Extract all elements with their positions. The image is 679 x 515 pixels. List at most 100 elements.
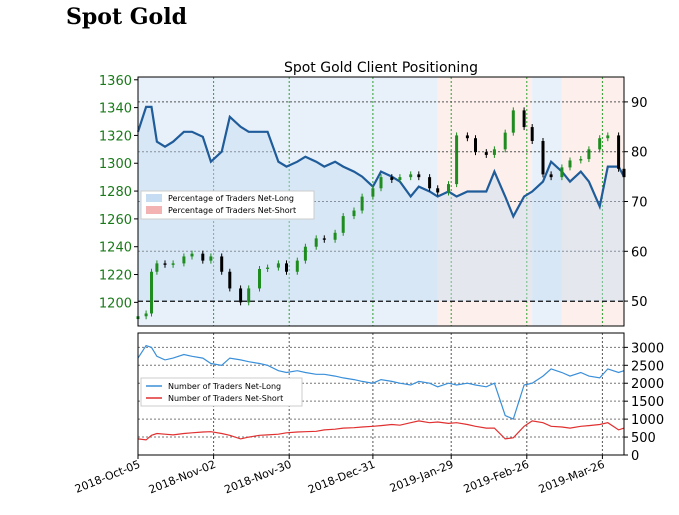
series-line-0 — [137, 344, 625, 420]
price-candle-30 — [409, 174, 413, 178]
price-candle-23 — [341, 216, 345, 233]
price-candle-29 — [398, 177, 402, 180]
left-tick-label-1: 1220 — [99, 269, 132, 284]
series-line-1 — [137, 420, 625, 441]
price-candle-40 — [503, 132, 507, 150]
bottom-right-tick-label-0: 0 — [631, 449, 639, 464]
region-net-short-1 — [437, 77, 533, 326]
price-candle-15 — [266, 267, 270, 269]
price-candle-45 — [549, 174, 553, 178]
price-candle-26 — [371, 188, 375, 197]
x-tick-label-4: 2019-Jan-29 — [388, 458, 455, 495]
price-candle-46 — [560, 167, 564, 178]
bottom-panel: Number of Traders Net-Long Number of Trad… — [73, 332, 664, 497]
chart-title: Spot Gold Client Positioning — [284, 60, 478, 76]
price-candle-38 — [484, 152, 488, 155]
left-tick-label-6: 1320 — [99, 129, 132, 144]
top-legend-swatch-0 — [146, 194, 162, 202]
x-tick-label-5: 2019-Feb-26 — [462, 458, 531, 496]
bottom-legend-label-1: Number of Traders Net-Short — [168, 394, 283, 403]
price-candle-14 — [258, 268, 261, 289]
price-candle-43 — [530, 127, 534, 141]
price-candle-49 — [587, 149, 591, 160]
left-tick-label-4: 1280 — [99, 185, 132, 200]
top-legend-swatch-1 — [146, 206, 162, 214]
right-tick-label-1: 60 — [631, 245, 648, 260]
bottom-right-tick-label-5: 2500 — [631, 359, 664, 374]
price-candle-31 — [417, 174, 421, 178]
price-candle-4 — [163, 263, 167, 265]
price-candle-36 — [465, 135, 469, 139]
top-legend-label-0: Percentage of Traders Net-Long — [168, 194, 294, 203]
price-candle-34 — [447, 184, 450, 193]
x-tick-label-1: 2018-Nov-02 — [147, 458, 218, 497]
price-candle-51 — [606, 135, 610, 139]
price-candle-1 — [144, 313, 148, 317]
price-candle-5 — [171, 263, 175, 265]
price-candle-21 — [322, 238, 326, 240]
price-candle-13 — [247, 288, 251, 303]
price-candle-7 — [190, 253, 194, 257]
price-candle-17 — [285, 263, 288, 272]
top-legend: Percentage of Traders Net-Long Percentage… — [140, 190, 315, 220]
bottom-right-tick-label-1: 500 — [631, 431, 656, 446]
left-tick-label-8: 1360 — [99, 74, 132, 89]
left-tick-label-7: 1340 — [99, 102, 132, 117]
bottom-right-tick-label-3: 1500 — [631, 395, 664, 410]
region-net-short-3 — [561, 77, 624, 326]
bottom-right-tick-label-2: 1000 — [631, 413, 664, 428]
bottom-right-tick-label-6: 3000 — [631, 341, 664, 356]
top-legend-label-1: Percentage of Traders Net-Short — [168, 206, 296, 215]
price-candle-48 — [579, 159, 583, 161]
left-tick-label-0: 1200 — [99, 296, 132, 311]
bottom-panel-frame — [137, 332, 625, 456]
left-tick-label-2: 1240 — [99, 241, 132, 256]
price-candle-6 — [182, 256, 186, 264]
right-tick-label-0: 50 — [631, 295, 648, 310]
price-candle-16 — [276, 263, 280, 268]
right-tick-label-3: 80 — [631, 146, 648, 161]
price-candle-47 — [568, 160, 572, 168]
price-candle-20 — [314, 238, 318, 247]
price-candle-37 — [474, 138, 477, 153]
page-heading: Spot Gold — [66, 4, 187, 30]
price-candle-35 — [455, 135, 459, 185]
price-candle-10 — [220, 256, 224, 272]
price-candle-44 — [541, 140, 545, 175]
price-candle-22 — [333, 232, 337, 240]
price-candle-8 — [201, 253, 205, 261]
price-candle-39 — [492, 149, 496, 155]
bottom-legend-box — [140, 377, 303, 407]
price-candle-25 — [360, 196, 364, 211]
price-candle-28 — [390, 177, 394, 180]
net-long-pct-area — [138, 106, 624, 302]
price-candle-3 — [155, 263, 159, 272]
price-candle-32 — [428, 177, 432, 189]
right-tick-label-2: 70 — [631, 196, 648, 211]
x-tick-label-2: 2018-Nov-30 — [223, 458, 294, 497]
price-candle-2 — [150, 271, 153, 314]
price-candle-52 — [617, 135, 621, 169]
bottom-right-tick-label-4: 2000 — [631, 377, 664, 392]
price-candle-27 — [379, 177, 383, 189]
left-tick-label-3: 1260 — [99, 213, 132, 228]
price-candle-42 — [522, 110, 526, 128]
price-candle-19 — [303, 246, 307, 261]
price-candle-18 — [295, 260, 299, 272]
bottom-legend: Number of Traders Net-Long Number of Trad… — [140, 377, 303, 407]
price-candle-33 — [436, 188, 440, 193]
price-candle-9 — [209, 256, 213, 261]
price-candle-11 — [228, 271, 232, 289]
price-candle-12 — [239, 288, 243, 303]
net-long-pct-line — [136, 105, 625, 219]
x-tick-label-3: 2018-Dec-31 — [306, 458, 377, 497]
top-panel: Percentage of Traders Net-Long Percentage… — [99, 74, 648, 327]
left-tick-label-5: 1300 — [99, 157, 132, 172]
price-candle-24 — [352, 210, 356, 217]
bottom-legend-label-0: Number of Traders Net-Long — [168, 382, 281, 391]
x-tick-label-6: 2019-Mar-26 — [537, 458, 607, 496]
top-legend-box — [140, 190, 315, 220]
right-tick-label-4: 90 — [631, 96, 648, 111]
price-candle-50 — [598, 138, 602, 150]
